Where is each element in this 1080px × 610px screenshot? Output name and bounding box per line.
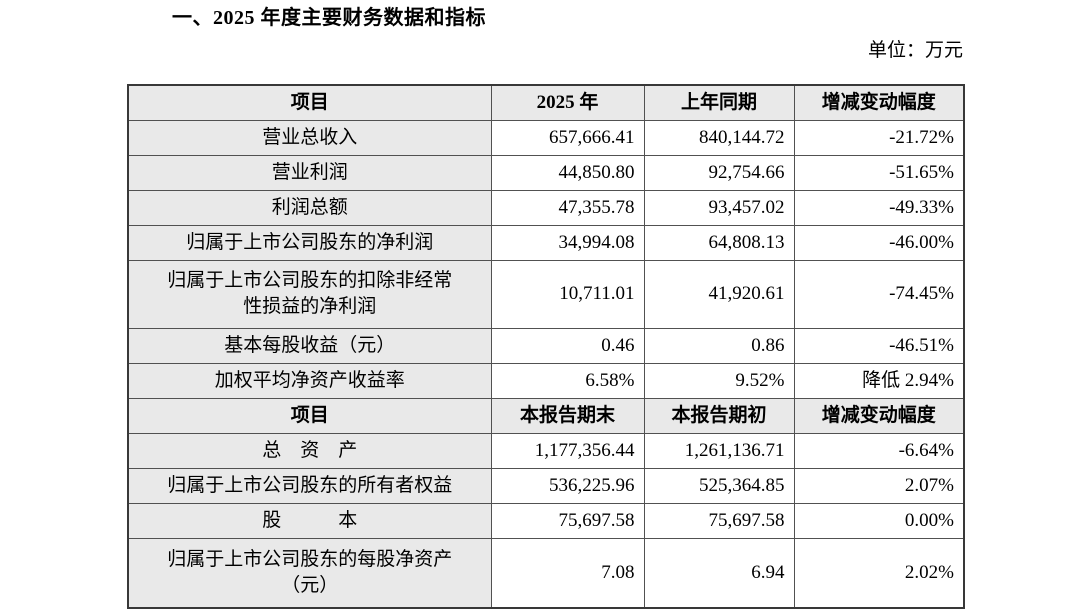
section2-header-row: 项目 本报告期末 本报告期初 增减变动幅度 — [127, 397, 965, 434]
row-prior-value: 1,261,136.71 — [643, 432, 795, 469]
row-change-value: 0.00% — [793, 502, 965, 539]
table-row-net-assets-per-share: 归属于上市公司股东的每股净资产 （元） 7.08 6.94 2.02% — [127, 537, 965, 609]
header-period-begin: 本报告期初 — [643, 397, 795, 434]
row-change-value: -46.51% — [793, 327, 965, 364]
row-change-value: -21.72% — [793, 119, 965, 156]
row-label: 利润总额 — [127, 189, 492, 226]
header-current-period: 2025 年 — [490, 84, 645, 121]
row-change-value: -6.64% — [793, 432, 965, 469]
table-row-share-capital: 股 本 75,697.58 75,697.58 0.00% — [127, 502, 965, 539]
row-change-value: 2.07% — [793, 467, 965, 504]
table-row-basic-eps: 基本每股收益（元） 0.46 0.86 -46.51% — [127, 327, 965, 364]
row-label: 加权平均净资产收益率 — [127, 362, 492, 399]
section1-header-row: 项目 2025 年 上年同期 增减变动幅度 — [127, 84, 965, 121]
row-prior-value: 64,808.13 — [643, 224, 795, 261]
row-change-value: 降低 2.94% — [793, 362, 965, 399]
header-item-column: 项目 — [127, 84, 492, 121]
header-period-end: 本报告期末 — [490, 397, 645, 434]
row-label: 营业总收入 — [127, 119, 492, 156]
table-row-weighted-avg-roe: 加权平均净资产收益率 6.58% 9.52% 降低 2.94% — [127, 362, 965, 399]
row-label: 股 本 — [127, 502, 492, 539]
row-current-value: 75,697.58 — [490, 502, 645, 539]
table-row-operating-profit: 营业利润 44,850.80 92,754.66 -51.65% — [127, 154, 965, 191]
table-row-net-profit-attributable: 归属于上市公司股东的净利润 34,994.08 64,808.13 -46.00… — [127, 224, 965, 261]
row-prior-value: 41,920.61 — [643, 259, 795, 329]
row-label: 归属于上市公司股东的扣除非经常 性损益的净利润 — [127, 259, 492, 329]
unit-label: 单位：万元 — [867, 40, 963, 61]
row-current-value: 34,994.08 — [490, 224, 645, 261]
row-current-value: 657,666.41 — [490, 119, 645, 156]
row-label: 总 资 产 — [127, 432, 492, 469]
row-change-value: -51.65% — [793, 154, 965, 191]
row-current-value: 0.46 — [490, 327, 645, 364]
header-change: 增减变动幅度 — [793, 397, 965, 434]
row-current-value: 7.08 — [490, 537, 645, 609]
table-row-total-profit: 利润总额 47,355.78 93,457.02 -49.33% — [127, 189, 965, 226]
row-current-value: 47,355.78 — [490, 189, 645, 226]
row-prior-value: 9.52% — [643, 362, 795, 399]
row-prior-value: 0.86 — [643, 327, 795, 364]
row-prior-value: 525,364.85 — [643, 467, 795, 504]
row-label: 归属于上市公司股东的净利润 — [127, 224, 492, 261]
row-label: 归属于上市公司股东的所有者权益 — [127, 467, 492, 504]
header-prior-period: 上年同期 — [643, 84, 795, 121]
row-change-value: -49.33% — [793, 189, 965, 226]
row-current-value: 1,177,356.44 — [490, 432, 645, 469]
row-current-value: 6.58% — [490, 362, 645, 399]
row-current-value: 44,850.80 — [490, 154, 645, 191]
table-row-total-revenue: 营业总收入 657,666.41 840,144.72 -21.72% — [127, 119, 965, 156]
financial-indicators-table: 项目 2025 年 上年同期 增减变动幅度 营业总收入 657,666.41 8… — [127, 84, 965, 609]
table-row-net-profit-excl-nonrecurring: 归属于上市公司股东的扣除非经常 性损益的净利润 10,711.01 41,920… — [127, 259, 965, 329]
row-change-value: -46.00% — [793, 224, 965, 261]
row-prior-value: 840,144.72 — [643, 119, 795, 156]
row-prior-value: 93,457.02 — [643, 189, 795, 226]
row-prior-value: 75,697.58 — [643, 502, 795, 539]
row-prior-value: 6.94 — [643, 537, 795, 609]
row-prior-value: 92,754.66 — [643, 154, 795, 191]
row-change-value: -74.45% — [793, 259, 965, 329]
row-label: 营业利润 — [127, 154, 492, 191]
header-change: 增减变动幅度 — [793, 84, 965, 121]
table-row-owners-equity: 归属于上市公司股东的所有者权益 536,225.96 525,364.85 2.… — [127, 467, 965, 504]
row-change-value: 2.02% — [793, 537, 965, 609]
page-title: 一、2025 年度主要财务数据和指标 — [172, 7, 486, 29]
table-row-total-assets: 总 资 产 1,177,356.44 1,261,136.71 -6.64% — [127, 432, 965, 469]
row-current-value: 536,225.96 — [490, 467, 645, 504]
row-current-value: 10,711.01 — [490, 259, 645, 329]
header-item-column: 项目 — [127, 397, 492, 434]
row-label: 归属于上市公司股东的每股净资产 （元） — [127, 537, 492, 609]
row-label: 基本每股收益（元） — [127, 327, 492, 364]
